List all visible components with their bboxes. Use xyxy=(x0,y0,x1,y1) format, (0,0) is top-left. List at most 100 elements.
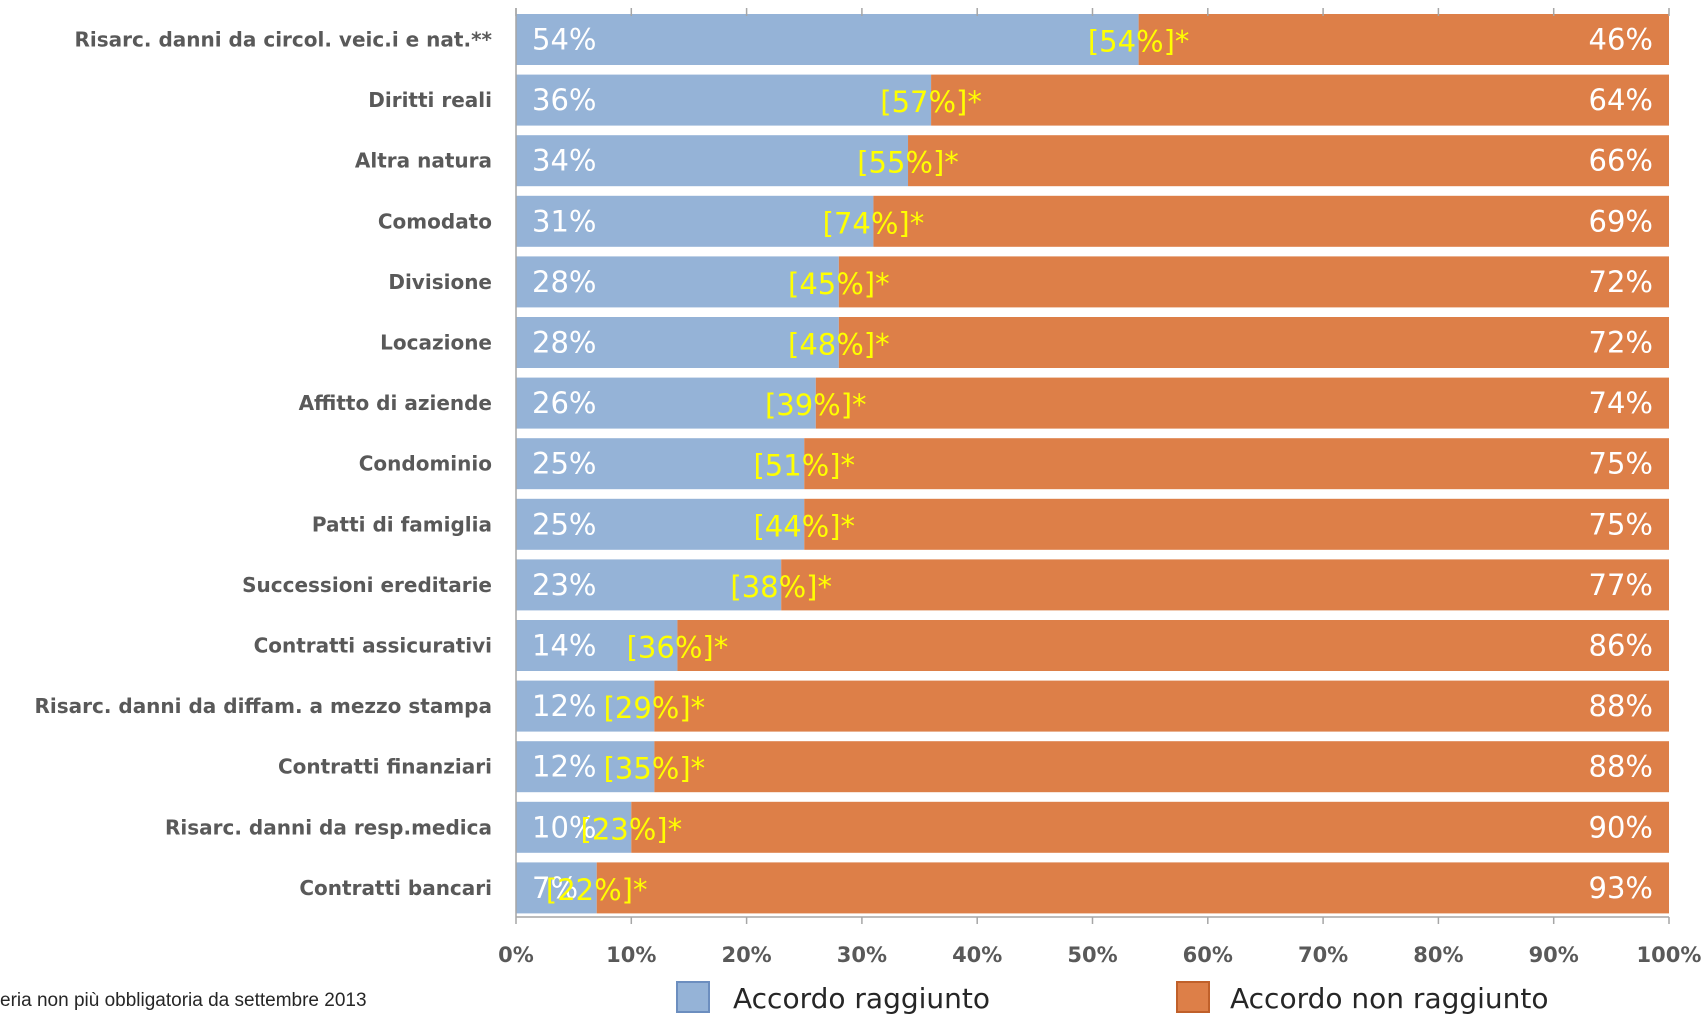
bar-accordo-non-raggiunto xyxy=(804,438,1669,490)
annotation-label: [35%]* xyxy=(604,752,706,786)
data-label-raggiunto: 28% xyxy=(532,265,596,299)
data-label-non-raggiunto: 72% xyxy=(1589,265,1653,299)
data-label-raggiunto: 36% xyxy=(532,83,596,117)
annotation-label: [39%]* xyxy=(765,388,867,422)
category-label: Successioni ereditarie xyxy=(242,573,492,597)
category-label: Contratti assicurativi xyxy=(254,634,492,658)
bar-accordo-raggiunto xyxy=(516,74,932,126)
bar-accordo-non-raggiunto xyxy=(654,741,1669,793)
data-label-raggiunto: 54% xyxy=(532,23,596,57)
x-tick-label: 30% xyxy=(837,943,887,967)
data-label-non-raggiunto: 86% xyxy=(1589,629,1653,663)
bar-accordo-non-raggiunto xyxy=(781,559,1669,611)
bar-accordo-non-raggiunto xyxy=(677,620,1669,671)
annotation-label: [51%]* xyxy=(753,449,855,483)
x-tick-label: 20% xyxy=(721,943,771,967)
annotation-label: [36%]* xyxy=(627,631,729,665)
annotation-label: [29%]* xyxy=(604,691,706,725)
data-label-non-raggiunto: 64% xyxy=(1589,83,1653,117)
x-tick-label: 60% xyxy=(1183,943,1233,967)
data-label-raggiunto: 12% xyxy=(532,689,596,723)
data-label-non-raggiunto: 66% xyxy=(1589,144,1653,178)
x-tick-label: 0% xyxy=(498,943,534,967)
labels-layer: Risarc. danni da circol. veic.i e nat.**… xyxy=(34,23,1653,907)
bar-accordo-non-raggiunto xyxy=(804,498,1669,550)
category-label: Condominio xyxy=(359,452,492,476)
bar-accordo-raggiunto xyxy=(516,862,597,914)
category-label: Risarc. danni da circol. veic.i e nat.** xyxy=(75,28,493,52)
x-tick-label: 80% xyxy=(1413,943,1463,967)
bar-accordo-raggiunto xyxy=(516,195,874,247)
legend-swatch xyxy=(1176,981,1210,1013)
category-label: Risarc. danni da resp.medica xyxy=(165,815,492,839)
data-label-non-raggiunto: 74% xyxy=(1589,386,1653,420)
bar-accordo-raggiunto xyxy=(516,559,782,611)
category-label: Diritti reali xyxy=(368,88,492,112)
data-label-raggiunto: 12% xyxy=(532,750,596,784)
category-label: Altra natura xyxy=(355,149,492,173)
data-label-raggiunto: 7% xyxy=(532,871,578,905)
data-label-raggiunto: 31% xyxy=(532,204,596,238)
data-label-non-raggiunto: 72% xyxy=(1589,326,1653,360)
legend: Accordo raggiunto Accordo non raggiunto xyxy=(676,981,1549,1015)
x-tick-label: 40% xyxy=(952,943,1002,967)
bar-accordo-non-raggiunto xyxy=(1138,14,1669,65)
annotation-label: [57%]* xyxy=(880,85,982,119)
data-label-non-raggiunto: 75% xyxy=(1589,507,1653,541)
data-label-raggiunto: 25% xyxy=(532,507,596,541)
bar-accordo-non-raggiunto xyxy=(931,74,1669,126)
data-label-raggiunto: 34% xyxy=(532,144,596,178)
bar-accordo-raggiunto xyxy=(516,801,632,853)
bar-accordo-non-raggiunto xyxy=(908,135,1669,187)
bar-accordo-raggiunto xyxy=(516,680,655,732)
bar-accordo-raggiunto xyxy=(516,256,839,308)
bar-accordo-non-raggiunto xyxy=(654,680,1669,732)
legend-label: Accordo raggiunto xyxy=(733,982,990,1015)
annotation-label: [38%]* xyxy=(730,570,832,604)
x-tick-label: 70% xyxy=(1298,943,1348,967)
bar-accordo-raggiunto xyxy=(516,135,909,187)
category-label: Locazione xyxy=(380,331,492,355)
annotation-label: [23%]* xyxy=(581,812,683,846)
data-label-non-raggiunto: 69% xyxy=(1589,204,1653,238)
legend-swatch xyxy=(676,981,710,1013)
annotation-label: [54%]* xyxy=(1088,25,1190,59)
bar-accordo-raggiunto xyxy=(516,14,1139,65)
data-label-non-raggiunto: 46% xyxy=(1589,23,1653,57)
annotation-label: [74%]* xyxy=(823,206,925,240)
bar-accordo-raggiunto xyxy=(516,620,678,671)
x-tick-label: 10% xyxy=(606,943,656,967)
bar-accordo-raggiunto xyxy=(516,438,805,490)
data-label-raggiunto: 14% xyxy=(532,629,596,663)
bar-accordo-raggiunto xyxy=(516,498,805,550)
annotation-label: [45%]* xyxy=(788,267,890,301)
annotation-label: [48%]* xyxy=(788,328,890,362)
data-label-non-raggiunto: 90% xyxy=(1589,810,1653,844)
data-label-raggiunto: 25% xyxy=(532,447,596,481)
bar-accordo-raggiunto xyxy=(516,317,839,368)
annotation-label: [44%]* xyxy=(753,509,855,543)
bar-accordo-raggiunto xyxy=(516,377,816,429)
data-label-raggiunto: 10% xyxy=(532,810,596,844)
data-label-non-raggiunto: 88% xyxy=(1589,689,1653,723)
bar-accordo-non-raggiunto xyxy=(838,256,1669,308)
bars-layer xyxy=(516,14,1670,914)
data-label-raggiunto: 26% xyxy=(532,386,596,420)
category-label: Comodato xyxy=(378,209,492,233)
bar-accordo-raggiunto xyxy=(516,741,655,793)
category-label: Patti di famiglia xyxy=(312,512,492,536)
data-label-raggiunto: 28% xyxy=(532,326,596,360)
data-label-non-raggiunto: 93% xyxy=(1589,871,1653,905)
bar-accordo-non-raggiunto xyxy=(631,801,1669,853)
annotation-label: [22%]* xyxy=(546,873,648,907)
bar-accordo-non-raggiunto xyxy=(596,862,1670,914)
x-axis: 0% 10% 20% 30% 40% 50% 60% 70% 80% 90% 100% xyxy=(498,8,1701,967)
bar-accordo-non-raggiunto xyxy=(815,377,1669,429)
category-label: Contratti finanziari xyxy=(278,755,492,779)
category-label: Affitto di aziende xyxy=(299,391,492,415)
category-label: Risarc. danni da diffam. a mezzo stampa xyxy=(34,694,492,718)
x-tick-label: 100% xyxy=(1637,943,1702,967)
data-label-raggiunto: 23% xyxy=(532,568,596,602)
x-tick-label: 50% xyxy=(1067,943,1117,967)
